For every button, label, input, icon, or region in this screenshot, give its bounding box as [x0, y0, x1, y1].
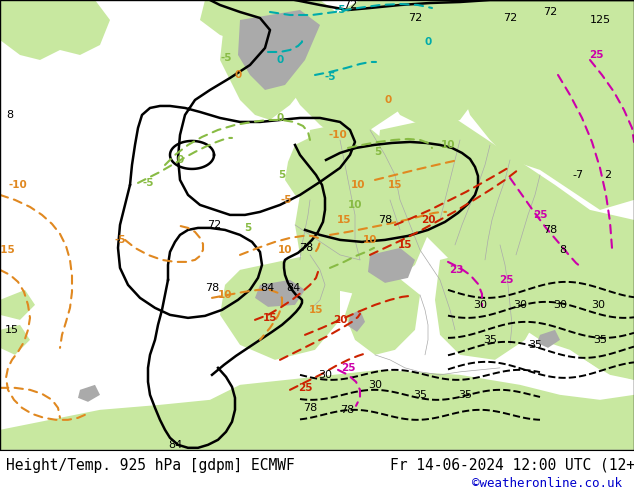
- Text: 25: 25: [298, 383, 313, 393]
- Text: -7: -7: [573, 170, 583, 180]
- Text: 15: 15: [262, 313, 277, 323]
- Text: 78: 78: [378, 215, 392, 225]
- Text: 10: 10: [217, 290, 232, 300]
- Text: 78: 78: [205, 283, 219, 293]
- Polygon shape: [220, 0, 340, 120]
- Text: -5: -5: [280, 195, 292, 205]
- Text: 78: 78: [543, 225, 557, 235]
- Polygon shape: [375, 115, 634, 380]
- Polygon shape: [295, 120, 430, 295]
- Text: 35: 35: [483, 335, 497, 345]
- Text: 10: 10: [351, 180, 365, 190]
- Text: 35: 35: [458, 390, 472, 400]
- Polygon shape: [255, 280, 305, 307]
- Text: 10: 10: [348, 200, 362, 210]
- Text: -5: -5: [220, 53, 232, 63]
- Text: 35: 35: [413, 390, 427, 400]
- Text: 5: 5: [374, 147, 382, 157]
- Text: 0: 0: [384, 95, 392, 105]
- Text: 30: 30: [473, 300, 487, 310]
- Text: -5: -5: [324, 72, 336, 82]
- Text: 8: 8: [6, 110, 13, 120]
- Polygon shape: [435, 245, 545, 360]
- Polygon shape: [348, 310, 365, 332]
- Polygon shape: [460, 0, 634, 210]
- Polygon shape: [380, 0, 510, 130]
- Text: Fr 14-06-2024 12:00 UTC (12+240): Fr 14-06-2024 12:00 UTC (12+240): [390, 458, 634, 472]
- Text: -15: -15: [0, 245, 15, 255]
- Text: 125: 125: [590, 15, 611, 25]
- Text: 0: 0: [176, 155, 184, 165]
- Polygon shape: [238, 10, 320, 90]
- Text: 2: 2: [604, 170, 612, 180]
- Polygon shape: [560, 295, 634, 380]
- Text: 25: 25: [499, 275, 514, 285]
- Polygon shape: [0, 0, 70, 35]
- Text: -10: -10: [328, 130, 347, 140]
- Text: 25: 25: [533, 210, 547, 220]
- Text: 78: 78: [299, 243, 313, 253]
- Polygon shape: [0, 290, 35, 320]
- Text: 15: 15: [309, 305, 323, 315]
- Text: 20: 20: [333, 315, 347, 325]
- Text: -5: -5: [142, 178, 154, 188]
- Text: 0: 0: [276, 55, 283, 65]
- Text: 20: 20: [421, 215, 436, 225]
- Text: 30: 30: [553, 300, 567, 310]
- Text: 0: 0: [424, 37, 432, 47]
- Text: 84: 84: [260, 283, 274, 293]
- Polygon shape: [285, 0, 440, 140]
- Polygon shape: [285, 135, 330, 200]
- Text: 84: 84: [168, 440, 182, 450]
- Text: 30: 30: [318, 370, 332, 380]
- Polygon shape: [345, 275, 420, 355]
- Text: 72: 72: [207, 220, 221, 230]
- Text: -10: -10: [9, 180, 27, 190]
- Text: 25: 25: [589, 50, 603, 60]
- Text: 10: 10: [441, 140, 455, 150]
- Text: 25: 25: [340, 363, 355, 373]
- Polygon shape: [368, 248, 415, 283]
- Text: -5: -5: [334, 5, 346, 15]
- Text: 0: 0: [235, 70, 242, 80]
- Text: ©weatheronline.co.uk: ©weatheronline.co.uk: [472, 477, 623, 490]
- Text: 5: 5: [244, 223, 252, 233]
- Text: 72: 72: [503, 13, 517, 23]
- Text: 30: 30: [591, 300, 605, 310]
- Polygon shape: [0, 0, 110, 60]
- Text: 10: 10: [363, 235, 377, 245]
- Polygon shape: [200, 0, 320, 45]
- Text: 10: 10: [278, 245, 292, 255]
- Polygon shape: [0, 370, 634, 450]
- Polygon shape: [220, 255, 340, 360]
- Text: 5: 5: [278, 170, 286, 180]
- Text: 30: 30: [368, 380, 382, 390]
- Text: 35: 35: [593, 335, 607, 345]
- Text: 84: 84: [286, 283, 300, 293]
- Text: 0: 0: [276, 113, 283, 123]
- Text: 8: 8: [559, 245, 567, 255]
- Text: -5: -5: [114, 235, 126, 245]
- Text: 15: 15: [398, 240, 412, 250]
- Text: 15: 15: [5, 325, 19, 335]
- Text: 78: 78: [303, 403, 317, 413]
- Text: 23: 23: [449, 265, 463, 275]
- Text: 72: 72: [543, 7, 557, 17]
- Text: 30: 30: [513, 300, 527, 310]
- Text: 78: 78: [340, 405, 354, 415]
- Polygon shape: [78, 385, 100, 402]
- Text: 35: 35: [528, 340, 542, 350]
- Polygon shape: [0, 325, 30, 355]
- Polygon shape: [537, 330, 560, 348]
- Text: 15: 15: [337, 215, 351, 225]
- Text: Height/Temp. 925 hPa [gdpm] ECMWF: Height/Temp. 925 hPa [gdpm] ECMWF: [6, 458, 295, 472]
- Text: 72: 72: [408, 13, 422, 23]
- Text: 72: 72: [343, 0, 357, 10]
- Text: 15: 15: [388, 180, 402, 190]
